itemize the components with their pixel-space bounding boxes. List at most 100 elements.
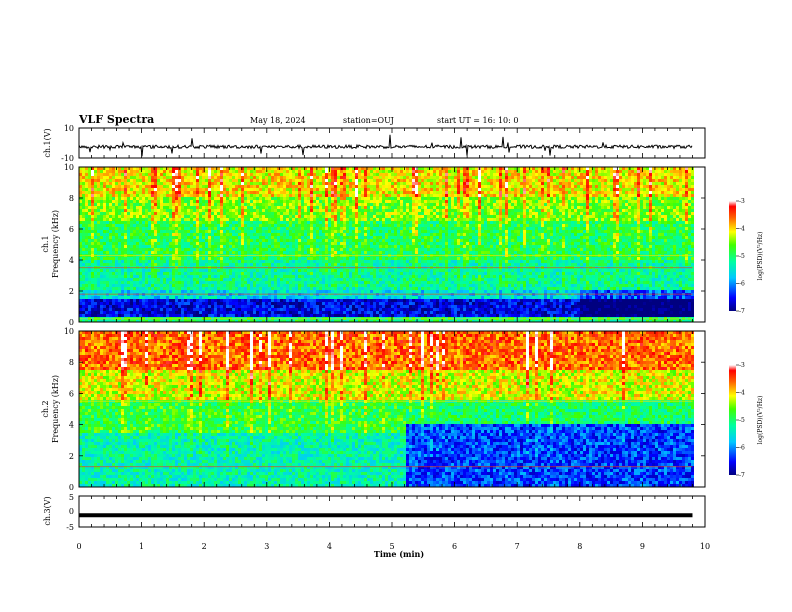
spectrogram-cell [337, 272, 340, 275]
spectrogram-cell [244, 173, 247, 176]
spectrogram-cell [178, 260, 181, 263]
spectrogram-cell [301, 209, 304, 212]
spectrogram-cell [280, 278, 283, 281]
spectrogram-cell [154, 203, 157, 206]
spectrogram-cell [283, 236, 286, 239]
spectrogram-cell [124, 185, 127, 188]
spectrogram-cell [148, 284, 151, 287]
spectrogram-cell [196, 182, 199, 185]
spectrogram-cell [298, 224, 301, 227]
spectrogram-cell [268, 215, 271, 218]
spectrogram-cell [331, 197, 334, 200]
spectrogram-cell [307, 305, 310, 308]
spectrogram-cell [148, 314, 151, 317]
spectrogram-cell [274, 257, 277, 260]
spectrogram-cell [313, 272, 316, 275]
spectrogram-cell [136, 170, 139, 173]
spectrogram-cell [178, 170, 181, 173]
spectrogram-cell [127, 251, 130, 254]
spectrogram-cell [280, 209, 283, 212]
spectrogram-cell [307, 284, 310, 287]
spectrogram-cell [265, 284, 268, 287]
spectrogram-cell [301, 302, 304, 305]
spectrogram-cell [238, 260, 241, 263]
spectrogram-cell [253, 305, 256, 308]
spectrogram-cell [235, 314, 238, 317]
spectrogram-cell [199, 233, 202, 236]
spectrogram-cell [142, 311, 145, 314]
spectrogram-cell [241, 257, 244, 260]
date-label: May 18, 2024 [250, 116, 306, 125]
spectrogram-cell [148, 212, 151, 215]
spectrogram-cell [220, 245, 223, 248]
spectrogram-cell [301, 299, 304, 302]
spectrogram-cell [205, 227, 208, 230]
spectrogram-cell [112, 320, 115, 322]
spectrogram-cell [262, 218, 265, 221]
spectrogram-cell [259, 239, 262, 242]
spectrogram-cell [142, 236, 145, 239]
spectrogram-cell [85, 239, 88, 242]
spectrogram-cell [190, 281, 193, 284]
spectrogram-cell [79, 296, 82, 299]
spectrogram-cell [274, 242, 277, 245]
spectrogram-cell [316, 227, 319, 230]
spectrogram-cell [316, 212, 319, 215]
spectrogram-cell [265, 308, 268, 311]
spectrogram-cell [340, 314, 343, 317]
spectrogram-cell [238, 272, 241, 275]
spectrogram-cell [151, 239, 154, 242]
spectrogram-cell [253, 188, 256, 191]
spectrogram-cell [118, 185, 121, 188]
spectrogram-cell [166, 176, 169, 179]
spectrogram-cell [250, 191, 253, 194]
spectrogram-cell [286, 236, 289, 239]
spectrogram-cell [79, 248, 82, 251]
spectrogram-cell [265, 185, 268, 188]
spectrogram-cell [148, 209, 151, 212]
spectrogram-cell [109, 302, 112, 305]
spectrogram-cell [181, 194, 184, 197]
spectrogram-cell [196, 185, 199, 188]
spectrogram-cell [109, 305, 112, 308]
spectrogram-cell [82, 176, 85, 179]
spectrogram-cell [199, 305, 202, 308]
spectrogram-cell [199, 191, 202, 194]
spectrogram-cell [250, 197, 253, 200]
spectrogram-cell [343, 272, 346, 275]
spectrogram-cell [133, 215, 136, 218]
spectrogram-cell [307, 227, 310, 230]
spectrogram-cell [88, 287, 91, 290]
spectrogram-cell [100, 257, 103, 260]
spectrogram-cell [274, 176, 277, 179]
spectrogram-cell [334, 320, 337, 322]
spectrogram-cell [169, 278, 172, 281]
spectrogram-cell [355, 170, 358, 173]
spectrogram-cell [136, 305, 139, 308]
spectrogram-cell [205, 284, 208, 287]
spectrogram-cell [172, 197, 175, 200]
spectrogram-cell [328, 218, 331, 221]
spectrogram-cell [139, 248, 142, 251]
spectrogram-cell [88, 308, 91, 311]
spectrogram-cell [274, 236, 277, 239]
spectrogram-cell [190, 209, 193, 212]
spectrogram-cell [247, 227, 250, 230]
spectrogram-cell [100, 284, 103, 287]
spectrogram-cell [286, 245, 289, 248]
spectrogram-cell [283, 272, 286, 275]
spectrogram-cell [277, 287, 280, 290]
spectrogram-cell [103, 257, 106, 260]
spectrogram-cell [283, 167, 286, 170]
spectrogram-cell [232, 203, 235, 206]
spectrogram-cell [265, 224, 268, 227]
spectrogram-cell [166, 197, 169, 200]
spectrogram-cell [175, 299, 178, 302]
spectrogram-cell [316, 206, 319, 209]
spectrogram-cell [202, 194, 205, 197]
spectrogram-cell [109, 272, 112, 275]
spectrogram-cell [79, 209, 82, 212]
spectrogram-cell [184, 305, 187, 308]
spectrogram-cell [118, 302, 121, 305]
spectrogram-cell [274, 185, 277, 188]
